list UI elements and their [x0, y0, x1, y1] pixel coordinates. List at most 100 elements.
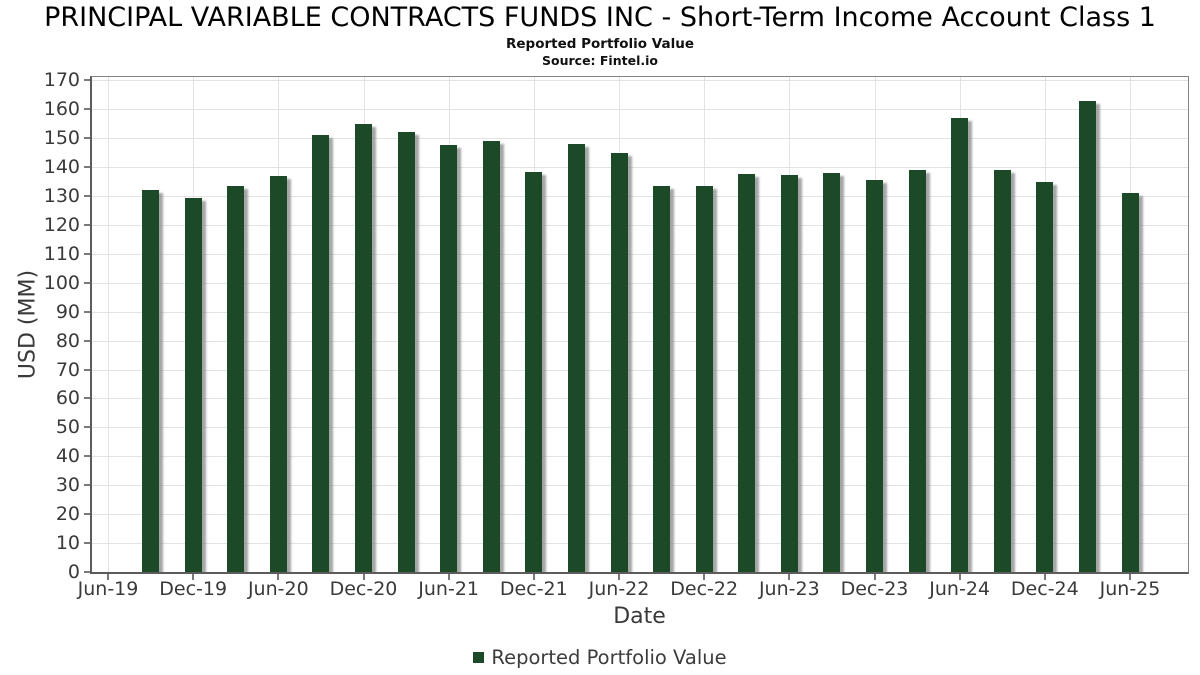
y-tick-label: 140: [43, 156, 80, 179]
x-tick-label: Jun-20: [247, 578, 309, 600]
y-tick-mark: [84, 455, 90, 458]
x-tick-mark: [532, 574, 535, 580]
bar-Dec-20: [355, 124, 372, 572]
x-tick-mark: [362, 574, 365, 580]
x-gridline: [108, 77, 109, 572]
y-tick-mark: [84, 166, 90, 169]
y-gridline: [92, 109, 1188, 111]
x-tick-label: Dec-23: [840, 578, 909, 600]
y-tick-mark: [84, 79, 90, 82]
y-tick-mark: [84, 571, 90, 573]
y-gridline: [92, 514, 1188, 516]
y-tick-label: 0: [67, 561, 80, 583]
y-tick-mark: [84, 281, 90, 284]
x-tick-label: Dec-22: [670, 578, 739, 600]
bar-Jun-23: [780, 174, 798, 572]
y-tick-mark: [84, 339, 90, 342]
x-tick-label: Jun-22: [588, 578, 650, 600]
bar-Mar-21: [397, 132, 415, 572]
y-gridline: [92, 282, 1188, 284]
x-tick-mark: [447, 574, 450, 580]
x-tick-mark: [788, 574, 791, 580]
bar-Sep-19: [142, 190, 160, 572]
y-tick-label: 50: [55, 416, 80, 439]
x-tick-label: Jun-25: [1099, 578, 1161, 600]
chart-title: PRINCIPAL VARIABLE CONTRACTS FUNDS INC -…: [44, 2, 1156, 33]
x-axis-title: Date: [613, 604, 666, 629]
y-gridline: [92, 340, 1188, 342]
x-tick-label: Jun-21: [418, 578, 480, 600]
bar-Dec-24: [1036, 181, 1054, 572]
bar-Sep-22: [653, 185, 671, 572]
y-tick-label: 130: [43, 185, 80, 208]
y-tick-mark: [84, 426, 90, 429]
y-gridline: [92, 456, 1188, 458]
y-tick-label: 100: [43, 271, 80, 294]
y-gridline: [92, 369, 1188, 371]
x-tick-label: Dec-19: [159, 578, 228, 600]
y-tick-label: 170: [43, 69, 80, 92]
y-tick-mark: [84, 513, 90, 516]
x-tick-mark: [958, 574, 961, 580]
y-gridline: [92, 427, 1188, 429]
y-tick-label: 160: [43, 98, 80, 121]
y-gridline: [92, 398, 1188, 400]
y-tick-label: 70: [55, 358, 80, 381]
y-tick-mark: [84, 310, 90, 313]
x-tick-label: Dec-24: [1010, 578, 1079, 600]
x-tick-mark: [277, 574, 280, 580]
y-tick-label: 60: [55, 387, 80, 410]
y-gridline: [92, 543, 1188, 545]
y-tick-label: 150: [43, 127, 80, 150]
y-tick-label: 40: [55, 445, 80, 468]
bar-Sep-24: [993, 170, 1011, 572]
y-tick-label: 20: [55, 503, 80, 526]
bar-Sep-21: [482, 141, 500, 572]
bar-Jun-22: [610, 152, 628, 572]
bar-Dec-19: [184, 197, 202, 572]
bar-Sep-23: [823, 172, 841, 572]
bar-Jun-20: [269, 175, 287, 572]
y-gridline: [92, 485, 1188, 487]
bar-Mar-24: [908, 170, 926, 572]
bar-Mar-20: [227, 185, 245, 572]
y-gridline: [92, 253, 1188, 255]
x-tick-label: Dec-21: [499, 578, 568, 600]
bar-Mar-25: [1078, 100, 1096, 572]
y-tick-label: 90: [55, 300, 80, 323]
legend-marker-square-icon: [473, 651, 485, 663]
legend-label: Reported Portfolio Value: [491, 645, 727, 669]
y-tick-mark: [84, 542, 90, 545]
y-tick-mark: [84, 397, 90, 400]
x-tick-mark: [1043, 574, 1046, 580]
bar-Jun-21: [440, 145, 458, 572]
y-gridline: [92, 138, 1188, 140]
y-tick-mark: [84, 137, 90, 140]
y-gridline: [92, 311, 1188, 313]
y-tick-mark: [84, 108, 90, 111]
x-tick-label: Jun-19: [77, 578, 139, 600]
x-tick-mark: [1129, 574, 1131, 580]
y-tick-label: 30: [55, 474, 80, 497]
x-tick-mark: [618, 574, 620, 580]
chart-subtitle: Reported Portfolio Value: [506, 36, 694, 52]
y-tick-mark: [84, 195, 90, 198]
bar-Dec-22: [695, 185, 713, 572]
bar-Mar-23: [738, 174, 756, 572]
y-gridline: [92, 80, 1188, 82]
bar-Sep-20: [312, 135, 330, 572]
bar-Jun-25: [1121, 193, 1139, 572]
x-tick-label: Jun-24: [929, 578, 991, 600]
x-tick-label: Jun-23: [758, 578, 820, 600]
bar-Jun-24: [951, 118, 969, 572]
bar-Dec-23: [866, 180, 883, 572]
x-tick-mark: [107, 574, 109, 580]
y-tick-mark: [84, 252, 90, 255]
y-gridline: [92, 167, 1188, 169]
y-tick-label: 80: [55, 329, 80, 352]
x-tick-label: Dec-20: [329, 578, 398, 600]
bar-Mar-22: [567, 144, 585, 572]
plot-area: [90, 76, 1189, 574]
x-tick-mark: [703, 574, 706, 580]
